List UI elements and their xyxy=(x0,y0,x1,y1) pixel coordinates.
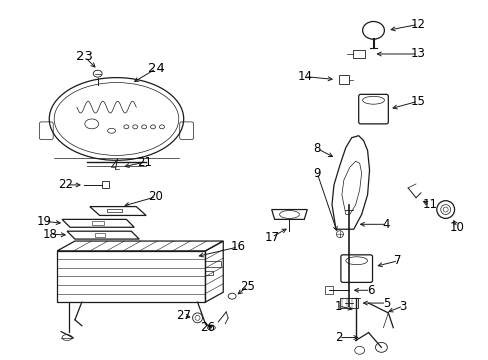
Text: 4: 4 xyxy=(382,218,389,231)
Text: 22: 22 xyxy=(59,179,73,192)
Text: 25: 25 xyxy=(240,280,255,293)
Text: 9: 9 xyxy=(313,167,320,180)
Text: 15: 15 xyxy=(410,95,425,108)
Text: 17: 17 xyxy=(264,231,279,244)
Text: 27: 27 xyxy=(176,309,191,322)
Text: 14: 14 xyxy=(297,70,312,83)
Text: 10: 10 xyxy=(449,221,464,234)
Text: 7: 7 xyxy=(394,254,401,267)
Text: 18: 18 xyxy=(43,228,58,240)
Text: 5: 5 xyxy=(382,297,389,310)
Text: 23: 23 xyxy=(76,50,93,63)
Text: 11: 11 xyxy=(422,198,436,211)
Text: 2: 2 xyxy=(334,331,342,344)
Text: 19: 19 xyxy=(37,215,52,228)
Text: 24: 24 xyxy=(147,62,164,75)
Text: 26: 26 xyxy=(200,321,215,334)
Text: 16: 16 xyxy=(230,240,245,253)
Text: 8: 8 xyxy=(313,142,320,155)
Text: 1: 1 xyxy=(334,300,342,312)
Text: 13: 13 xyxy=(410,48,425,60)
Text: 20: 20 xyxy=(148,190,163,203)
Text: 3: 3 xyxy=(399,300,406,312)
Text: 12: 12 xyxy=(409,18,425,31)
Text: 21: 21 xyxy=(136,156,151,169)
Text: 6: 6 xyxy=(366,284,373,297)
